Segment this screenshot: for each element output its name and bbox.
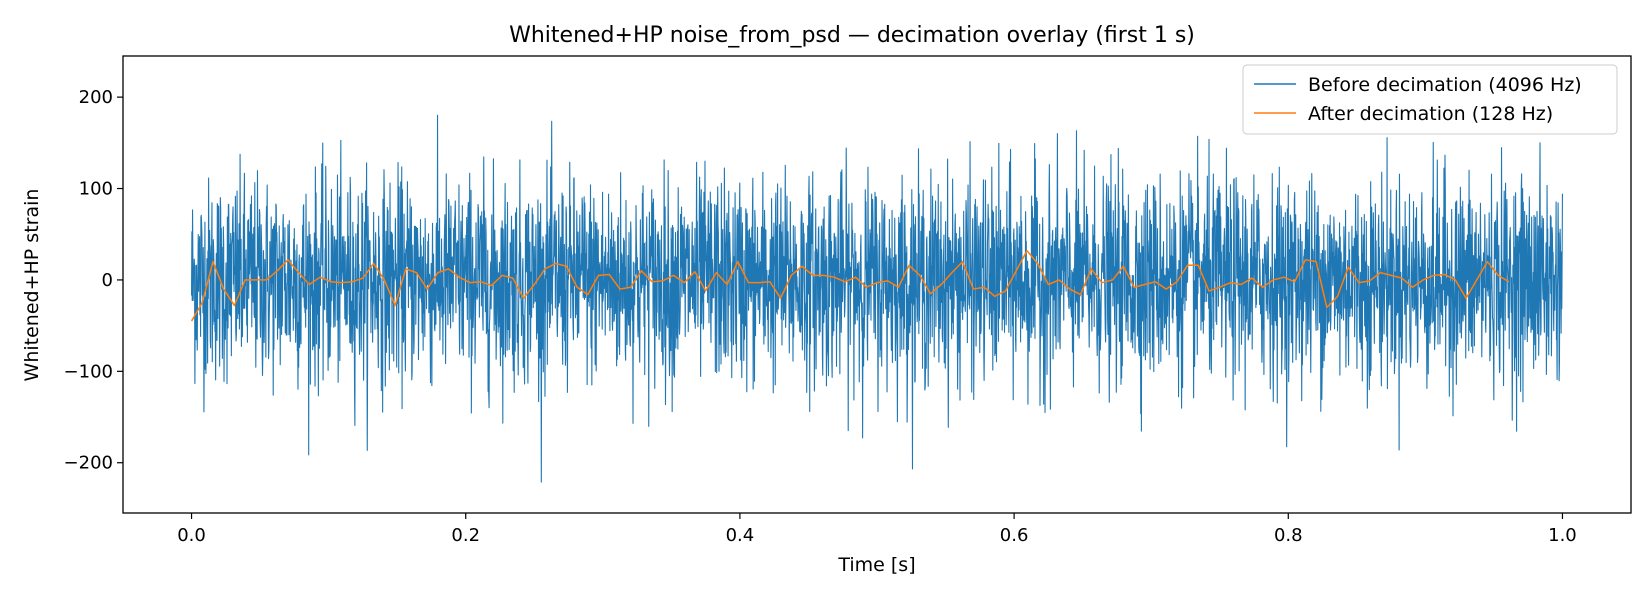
legend-label-after: After decimation (128 Hz) bbox=[1308, 103, 1553, 125]
legend-label-before: Before decimation (4096 Hz) bbox=[1308, 74, 1582, 96]
series-after-decimation bbox=[190, 249, 1510, 322]
x-axis: 0.0 0.2 0.4 0.6 0.8 1.0 bbox=[177, 513, 1577, 546]
legend: Before decimation (4096 Hz) After decima… bbox=[1242, 64, 1618, 135]
y-tick-label: 200 bbox=[79, 87, 113, 108]
x-axis-label: Time [s] bbox=[837, 554, 915, 576]
y-tick-label: 0 bbox=[102, 270, 113, 291]
x-tick-label: 0.8 bbox=[1274, 525, 1303, 546]
series-before-decimation bbox=[191, 114, 1563, 483]
y-axis-label: Whitened+HP strain bbox=[21, 189, 43, 382]
y-tick-label: −200 bbox=[64, 453, 113, 474]
plot-area bbox=[190, 114, 1563, 483]
chart-title: Whitened+HP noise_from_psd — decimation … bbox=[509, 23, 1195, 48]
x-tick-label: 0.4 bbox=[726, 525, 755, 546]
line-after-decimation bbox=[190, 249, 1510, 322]
x-tick-label: 0.6 bbox=[1000, 525, 1029, 546]
legend-box bbox=[1242, 64, 1618, 135]
x-tick-label: 1.0 bbox=[1548, 525, 1577, 546]
x-tick-label: 0.0 bbox=[177, 525, 206, 546]
y-axis: −200 −100 0 100 200 bbox=[64, 87, 123, 474]
y-tick-label: 100 bbox=[79, 179, 113, 200]
line-before-decimation bbox=[191, 114, 1563, 483]
x-tick-label: 0.2 bbox=[451, 525, 480, 546]
y-tick-label: −100 bbox=[64, 361, 113, 382]
plot-frame bbox=[122, 55, 1632, 514]
